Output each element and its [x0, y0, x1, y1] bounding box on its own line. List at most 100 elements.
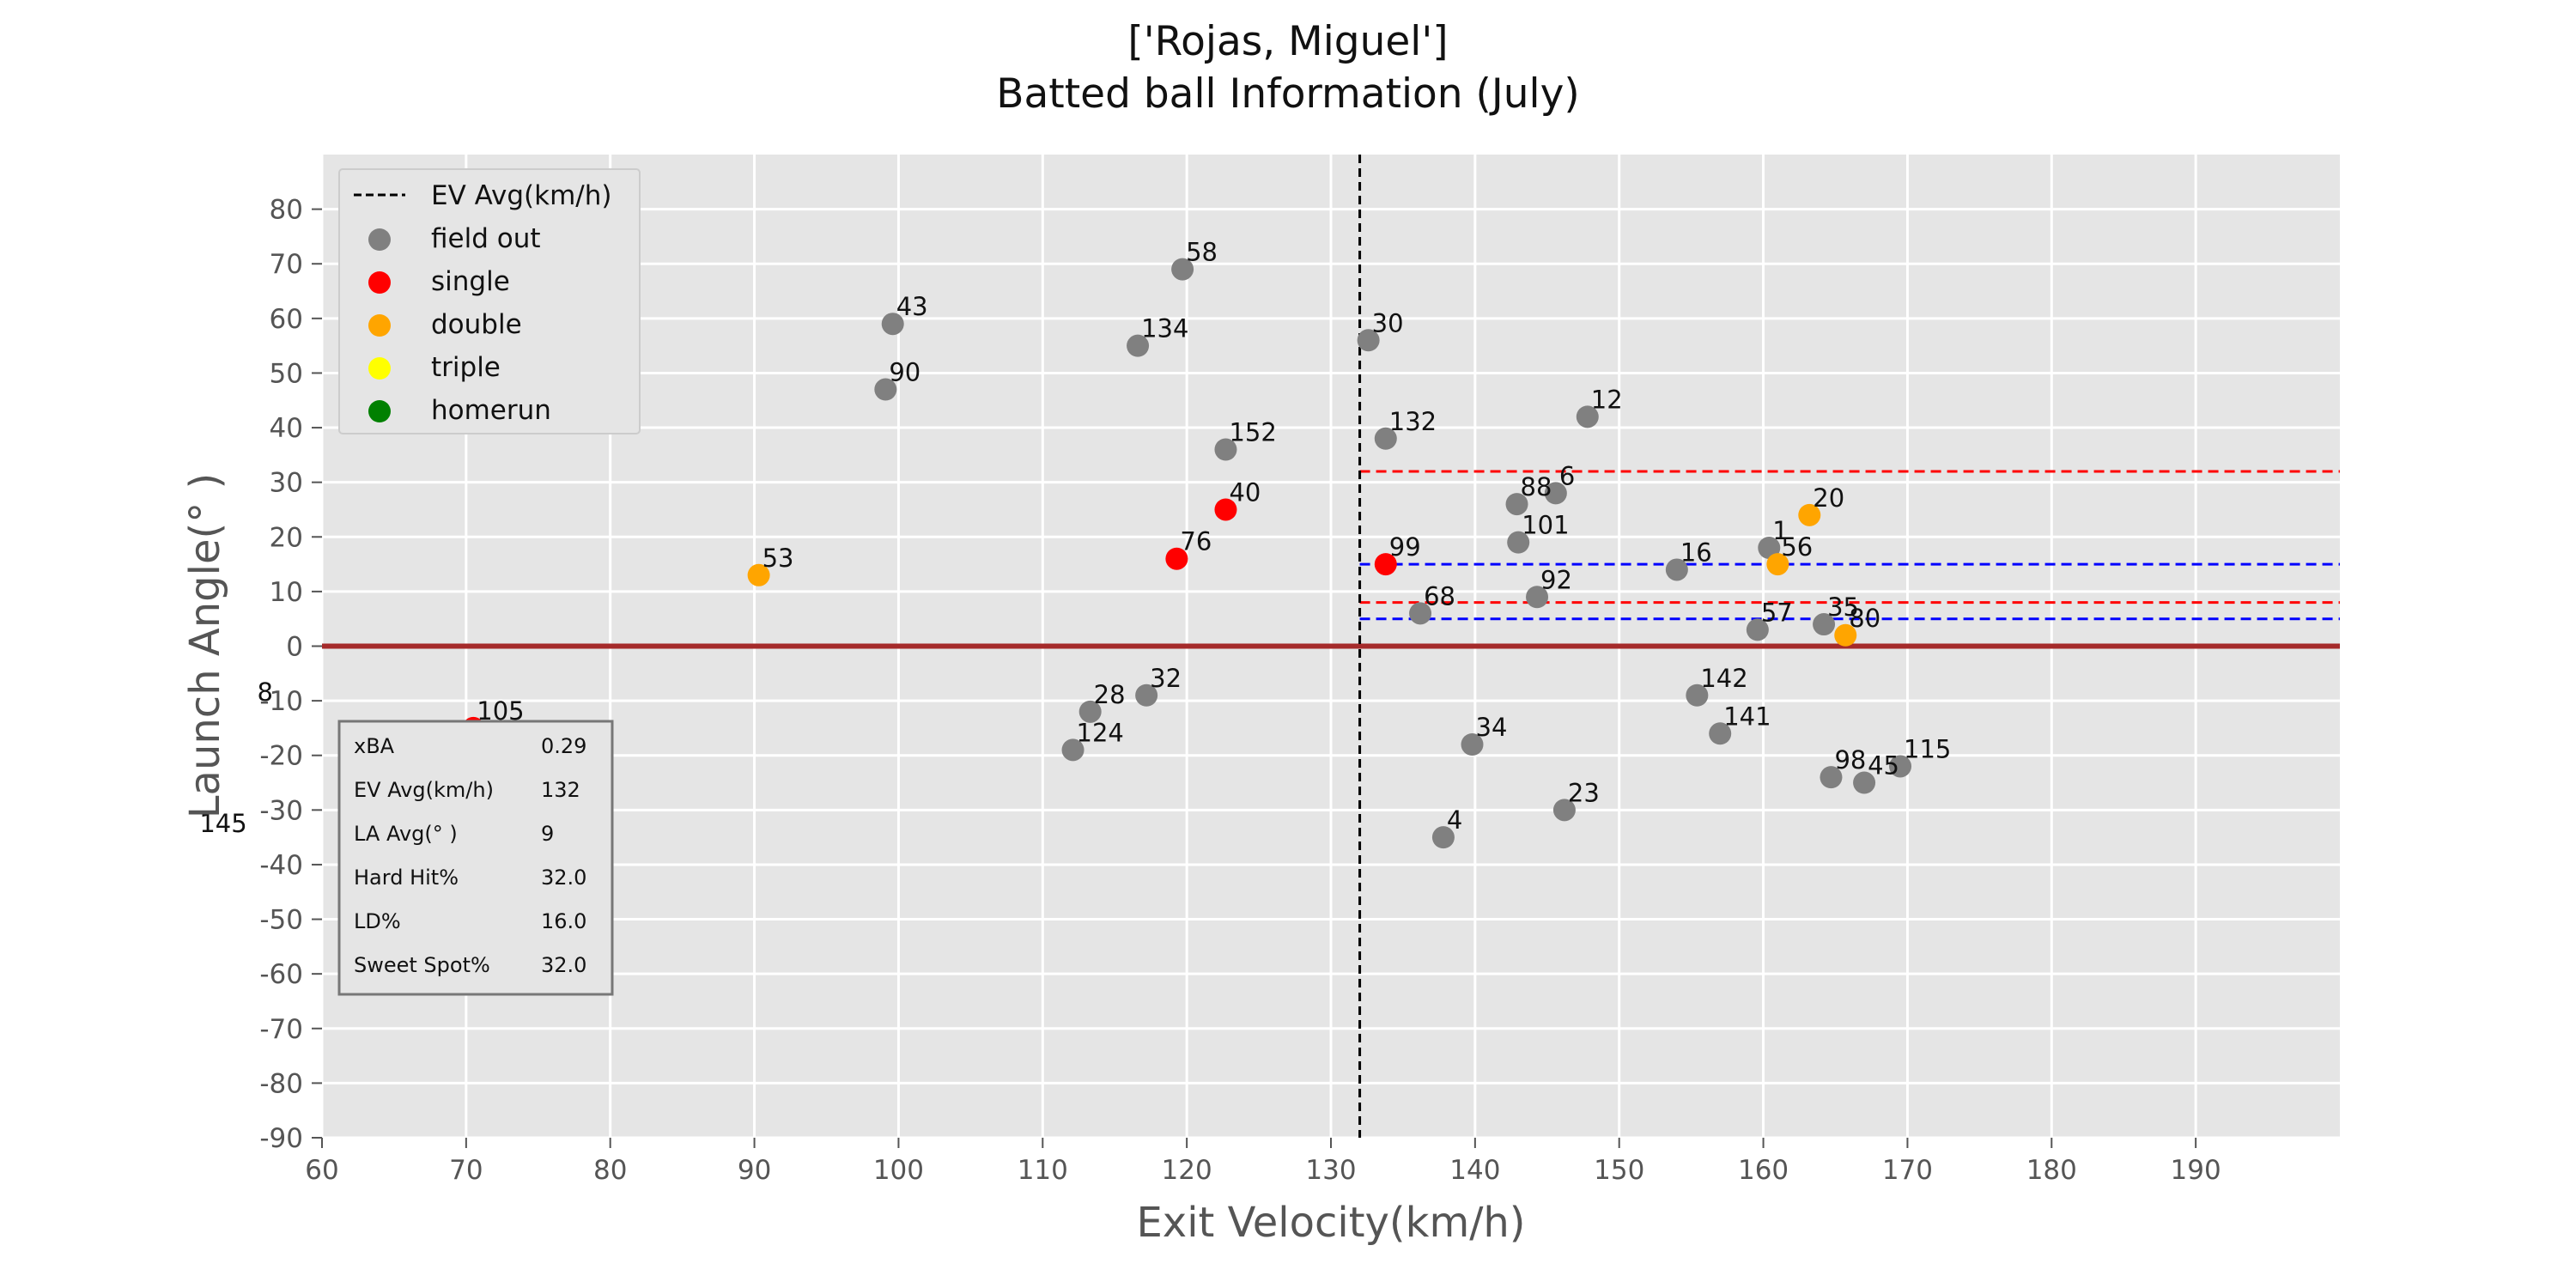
- y-tick-label: -70: [259, 1014, 303, 1045]
- axis-ticks: 60 70 80 90 100 110 120 130 140 150 160 170 180 19080…: [259, 195, 2221, 1186]
- data-point-field-out: [1507, 531, 1530, 554]
- x-tick-label: 110: [1018, 1155, 1068, 1186]
- y-tick-label: -60: [259, 959, 303, 990]
- legend-label: triple: [431, 352, 501, 383]
- x-tick-label: 130: [1305, 1155, 1356, 1186]
- x-tick-label: 180: [2026, 1155, 2077, 1186]
- data-point-label: 99: [1389, 532, 1421, 562]
- data-point-field-out: [1431, 826, 1455, 849]
- legend-double-swatch: [368, 314, 391, 337]
- x-axis-label: Exit Velocity(km/h): [1136, 1199, 1525, 1247]
- data-point-field-out: [881, 313, 904, 336]
- data-point-single: [1165, 547, 1188, 570]
- y-tick-label: 50: [270, 358, 303, 389]
- data-point-field-out: [1820, 766, 1843, 789]
- stat-value: 32.0: [541, 866, 586, 890]
- legend-single-swatch: [368, 271, 391, 294]
- data-point-label: 12: [1591, 385, 1623, 414]
- legend-field-out-swatch: [368, 228, 391, 251]
- data-point-field-out: [1135, 683, 1158, 707]
- data-point-field-out: [1758, 537, 1781, 559]
- data-point-field-out: [1813, 613, 1836, 636]
- data-point-field-out: [1544, 482, 1567, 505]
- y-tick-label: -80: [259, 1068, 303, 1099]
- y-tick-label: 70: [270, 249, 303, 280]
- x-tick-label: 80: [593, 1155, 627, 1186]
- stat-name: LD%: [354, 909, 401, 933]
- data-point-field-out: [1374, 427, 1397, 450]
- data-point-label: 53: [762, 544, 794, 573]
- data-point-field-out: [1357, 329, 1380, 352]
- y-tick-label: 60: [270, 304, 303, 335]
- data-point-field-out: [1746, 618, 1769, 641]
- data-point-label: 142: [1700, 664, 1747, 693]
- data-point-double: [1798, 503, 1821, 526]
- data-point-field-out: [1214, 438, 1237, 461]
- data-point-label: 45: [1868, 751, 1899, 781]
- y-tick-label: -30: [259, 795, 303, 826]
- data-point-field-out: [1665, 558, 1688, 581]
- stat-name: LA Avg(° ): [354, 822, 458, 846]
- stat-value: 32.0: [541, 953, 586, 977]
- data-point-label: 145: [199, 809, 246, 838]
- x-tick-label: 190: [2171, 1155, 2221, 1186]
- x-tick-label: 90: [738, 1155, 771, 1186]
- x-tick-label: 150: [1594, 1155, 1644, 1186]
- data-point-label: 58: [1186, 238, 1218, 267]
- data-point-label: 32: [1150, 664, 1182, 693]
- stat-value: 16.0: [541, 909, 586, 933]
- y-tick-label: 0: [286, 632, 303, 663]
- legend-homerun-swatch: [368, 400, 391, 422]
- data-point-field-out: [1709, 722, 1732, 745]
- chart-title-line2: Batted ball Information (July): [996, 70, 1579, 118]
- data-point-field-out: [1409, 602, 1432, 625]
- y-tick-label: -90: [259, 1123, 303, 1154]
- data-point-label: 98: [1834, 745, 1866, 775]
- reference-lines: [322, 155, 2340, 1138]
- legend-triple-swatch: [368, 357, 391, 380]
- x-tick-label: 170: [1882, 1155, 1933, 1186]
- data-point-field-out: [874, 378, 897, 401]
- stat-name: xBA: [354, 734, 395, 758]
- y-tick-label: 20: [270, 522, 303, 553]
- data-point-label: 88: [1521, 472, 1552, 501]
- data-point-label: 80: [1849, 604, 1880, 633]
- data-point-label: 30: [1372, 308, 1404, 337]
- legend-box: [338, 168, 641, 434]
- data-point-label: 34: [1476, 713, 1508, 742]
- x-tick-label: 140: [1449, 1155, 1500, 1186]
- data-point-field-out: [1127, 334, 1150, 357]
- data-point-label: 23: [1568, 778, 1600, 807]
- chart-title-line1: ['Rojas, Miguel']: [1127, 18, 1448, 65]
- x-tick-label: 160: [1738, 1155, 1789, 1186]
- data-point-label: 40: [1229, 477, 1261, 507]
- x-tick-label: 60: [305, 1155, 338, 1186]
- data-point-double: [747, 563, 770, 586]
- data-point-label: 134: [1141, 314, 1188, 343]
- data-point-field-out: [1552, 799, 1576, 822]
- data-point-field-out: [1461, 733, 1484, 756]
- y-tick-label: 30: [270, 468, 303, 499]
- data-point-label: 68: [1424, 581, 1455, 611]
- legend-label: double: [431, 309, 522, 340]
- data-point-label: 4: [1447, 805, 1462, 835]
- legend-label: single: [431, 266, 510, 297]
- legend-label: EV Avg(km/h): [431, 180, 612, 211]
- data-point-label: 124: [1077, 718, 1124, 747]
- stats-table: xBA 0.29 EV Avg(km/h) 132 LA Avg(° ) 9 Hard Hi…: [337, 720, 614, 996]
- data-point-label: 152: [1229, 418, 1276, 447]
- x-tick-label: 70: [449, 1155, 483, 1186]
- stat-name: EV Avg(km/h): [354, 778, 494, 802]
- data-point-double: [1766, 553, 1789, 576]
- x-tick-label: 100: [873, 1155, 924, 1186]
- y-tick-label: -40: [259, 850, 303, 881]
- data-point-label: 56: [1781, 532, 1813, 562]
- y-axis-label: Launch Angle(° ): [181, 473, 229, 818]
- data-point-label: 141: [1723, 702, 1771, 731]
- data-point-label: 28: [1094, 680, 1126, 709]
- stat-value: 9: [541, 822, 554, 846]
- stat-name: Sweet Spot%: [354, 953, 490, 977]
- data-point-field-out: [1889, 755, 1912, 778]
- data-point-label: 57: [1761, 598, 1793, 627]
